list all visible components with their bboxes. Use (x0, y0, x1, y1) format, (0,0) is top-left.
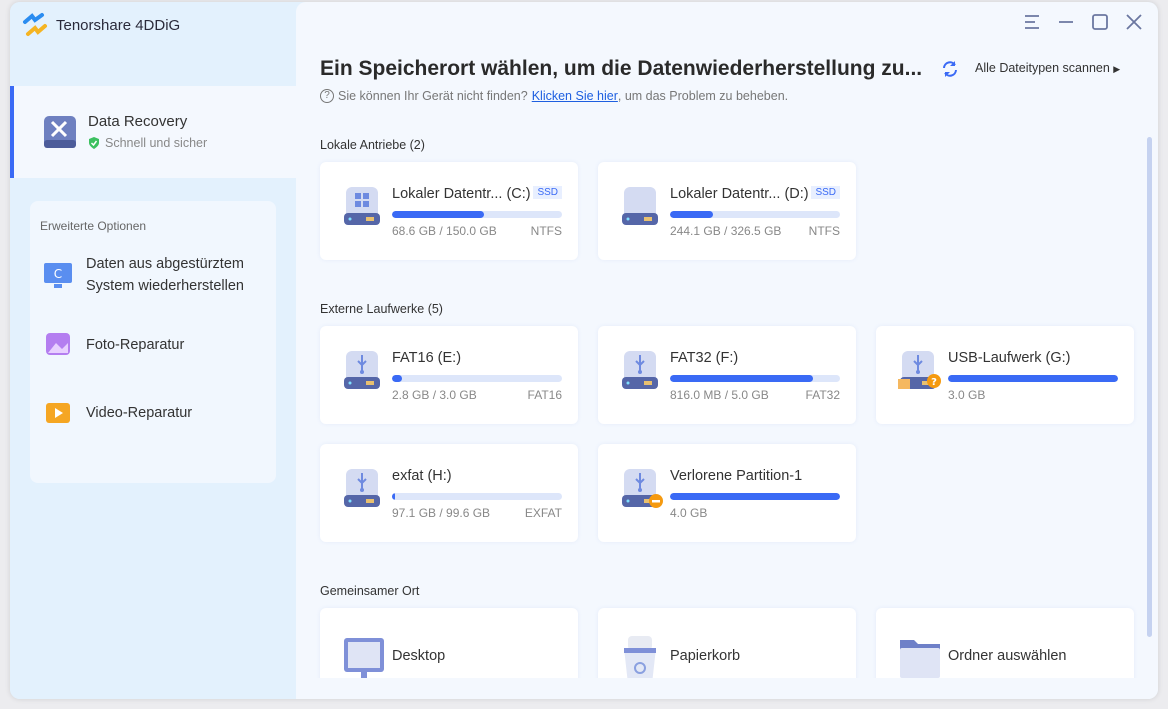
section-shared-location: Gemeinsamer Ort (320, 584, 420, 598)
drive-name: Verlorene Partition-1 (670, 468, 803, 484)
location-name: Papierkorb (670, 648, 741, 664)
photo-repair-icon (46, 333, 70, 355)
local-drive-card[interactable]: Lokaler Datentr... (C:) SSD 68.6 GB / 15… (320, 162, 578, 260)
drive-size: 244.1 GB / 326.5 GB (670, 224, 782, 238)
hard-drive-icon (342, 187, 386, 236)
filesystem: NTFS (808, 224, 840, 238)
usage-bar (392, 211, 562, 218)
external-drive-card[interactable]: ? USB-Laufwerk (G:) 3.0 GB (876, 326, 1134, 424)
main-panel: Ein Speicherort wählen, um die Datenwied… (296, 2, 1158, 699)
scan-all-filetypes-button[interactable]: Alle Dateitypen scannen ▶ (975, 61, 1120, 75)
sidebar-item-data-recovery[interactable]: Data Recovery Schnell und sicher (10, 86, 296, 178)
filesystem: EXFAT (524, 506, 562, 520)
usb-drive-icon (342, 469, 386, 518)
svg-text:C: C (54, 267, 62, 281)
filesystem: NTFS (530, 224, 562, 238)
drive-size: 68.6 GB / 150.0 GB (392, 224, 497, 238)
maximize-icon[interactable] (1090, 12, 1110, 32)
data-recovery-icon (44, 116, 76, 148)
usage-bar (948, 375, 1118, 382)
local-drive-card[interactable]: Lokaler Datentr... (D:) SSD 244.1 GB / 3… (598, 162, 856, 260)
section-local-drives: Lokale Antriebe (2) (320, 138, 425, 152)
sidebar-item-video-repair[interactable]: Video-Reparatur (42, 397, 192, 429)
usage-bar (670, 211, 840, 218)
sidebar-item-crashed-system[interactable]: C Daten aus abgestürztem System wiederhe… (42, 253, 266, 297)
photo-repair-label: Foto-Reparatur (86, 337, 185, 353)
ssd-badge: SSD (533, 186, 562, 199)
video-repair-label: Video-Reparatur (86, 405, 193, 421)
menu-icon[interactable] (1022, 12, 1042, 32)
question-icon: ? (320, 89, 334, 103)
drive-name: Lokaler Datentr... (D:) (670, 186, 809, 202)
desktop-icon (342, 636, 386, 689)
svg-text:?: ? (931, 377, 937, 388)
ssd-badge: SSD (811, 186, 840, 199)
sidebar-item-photo-repair[interactable]: Foto-Reparatur (42, 329, 184, 361)
section-external-drives: Externe Laufwerke (5) (320, 302, 443, 316)
usb-drive-icon (620, 351, 664, 400)
drive-size: 3.0 GB (948, 388, 986, 402)
drive-name: exfat (H:) (392, 468, 452, 484)
video-repair-icon (46, 403, 70, 423)
hard-drive-icon (620, 187, 664, 236)
usage-bar (670, 375, 840, 382)
drive-size: 4.0 GB (670, 506, 708, 520)
drive-size: 816.0 MB / 5.0 GB (670, 388, 769, 402)
scrollbar[interactable] (1147, 137, 1152, 637)
crashed-system-icon: C (44, 263, 72, 288)
drive-name: FAT16 (E:) (392, 350, 462, 366)
usage-bar (670, 493, 840, 500)
external-drive-card[interactable]: exfat (H:) 97.1 GB / 99.6 GB EXFAT (320, 444, 578, 542)
minimize-icon[interactable] (1056, 12, 1076, 32)
usage-bar (392, 493, 562, 500)
advanced-options-panel: Erweiterte Optionen C Daten aus abgestür… (30, 201, 276, 483)
filesystem: FAT16 (527, 388, 562, 402)
usage-bar (392, 375, 562, 382)
drive-size: 97.1 GB / 99.6 GB (392, 506, 491, 520)
drive-size: 2.8 GB / 3.0 GB (392, 388, 477, 402)
shield-check-icon (89, 137, 99, 149)
usb-drive-icon (620, 469, 664, 518)
help-text: Sie können Ihr Gerät nicht finden? (338, 89, 528, 103)
data-recovery-subtitle: Schnell und sicher (105, 136, 208, 150)
drive-name: Lokaler Datentr... (C:) (392, 186, 531, 202)
brand: Tenorshare 4DDiG (22, 12, 180, 38)
usb-drive-icon: ? (898, 351, 942, 400)
drive-name: FAT32 (F:) (670, 350, 739, 366)
drive-name: USB-Laufwerk (G:) (948, 350, 1071, 366)
page-title: Ein Speicherort wählen, um die Datenwied… (320, 57, 923, 80)
content-bottom (296, 678, 1158, 699)
external-drive-card[interactable]: FAT16 (E:) 2.8 GB / 3.0 GB FAT16 (320, 326, 578, 424)
app-title: Tenorshare 4DDiG (56, 16, 181, 34)
folder-icon (898, 636, 942, 685)
close-icon[interactable] (1124, 12, 1144, 32)
filesystem: FAT32 (805, 388, 840, 402)
caret-right-icon: ▶ (1113, 64, 1121, 74)
logo-icon (23, 13, 47, 36)
external-drive-card[interactable]: Verlorene Partition-1 4.0 GB (598, 444, 856, 542)
recycle-bin-icon (620, 636, 660, 689)
scan-all-label: Alle Dateitypen scannen (975, 61, 1110, 75)
refresh-icon[interactable] (940, 59, 960, 79)
help-line: ? Sie können Ihr Gerät nicht finden? Kli… (320, 89, 788, 103)
external-drive-card[interactable]: FAT32 (F:) 816.0 MB / 5.0 GB FAT32 (598, 326, 856, 424)
advanced-options-heading: Erweiterte Optionen (40, 219, 147, 233)
data-recovery-title: Data Recovery (88, 113, 188, 130)
help-link[interactable]: Klicken Sie hier (531, 89, 618, 103)
sidebar: Tenorshare 4DDiG Data Recovery Schnell u… (10, 2, 296, 699)
location-name: Ordner auswählen (948, 648, 1067, 664)
location-name: Desktop (392, 648, 446, 664)
crashed-system-label: Daten aus abgestürztem System wiederhers… (86, 256, 244, 294)
app-window: Tenorshare 4DDiG Data Recovery Schnell u… (10, 2, 1158, 699)
usb-drive-icon (342, 351, 386, 400)
help-suffix: , um das Problem zu beheben. (617, 89, 789, 103)
